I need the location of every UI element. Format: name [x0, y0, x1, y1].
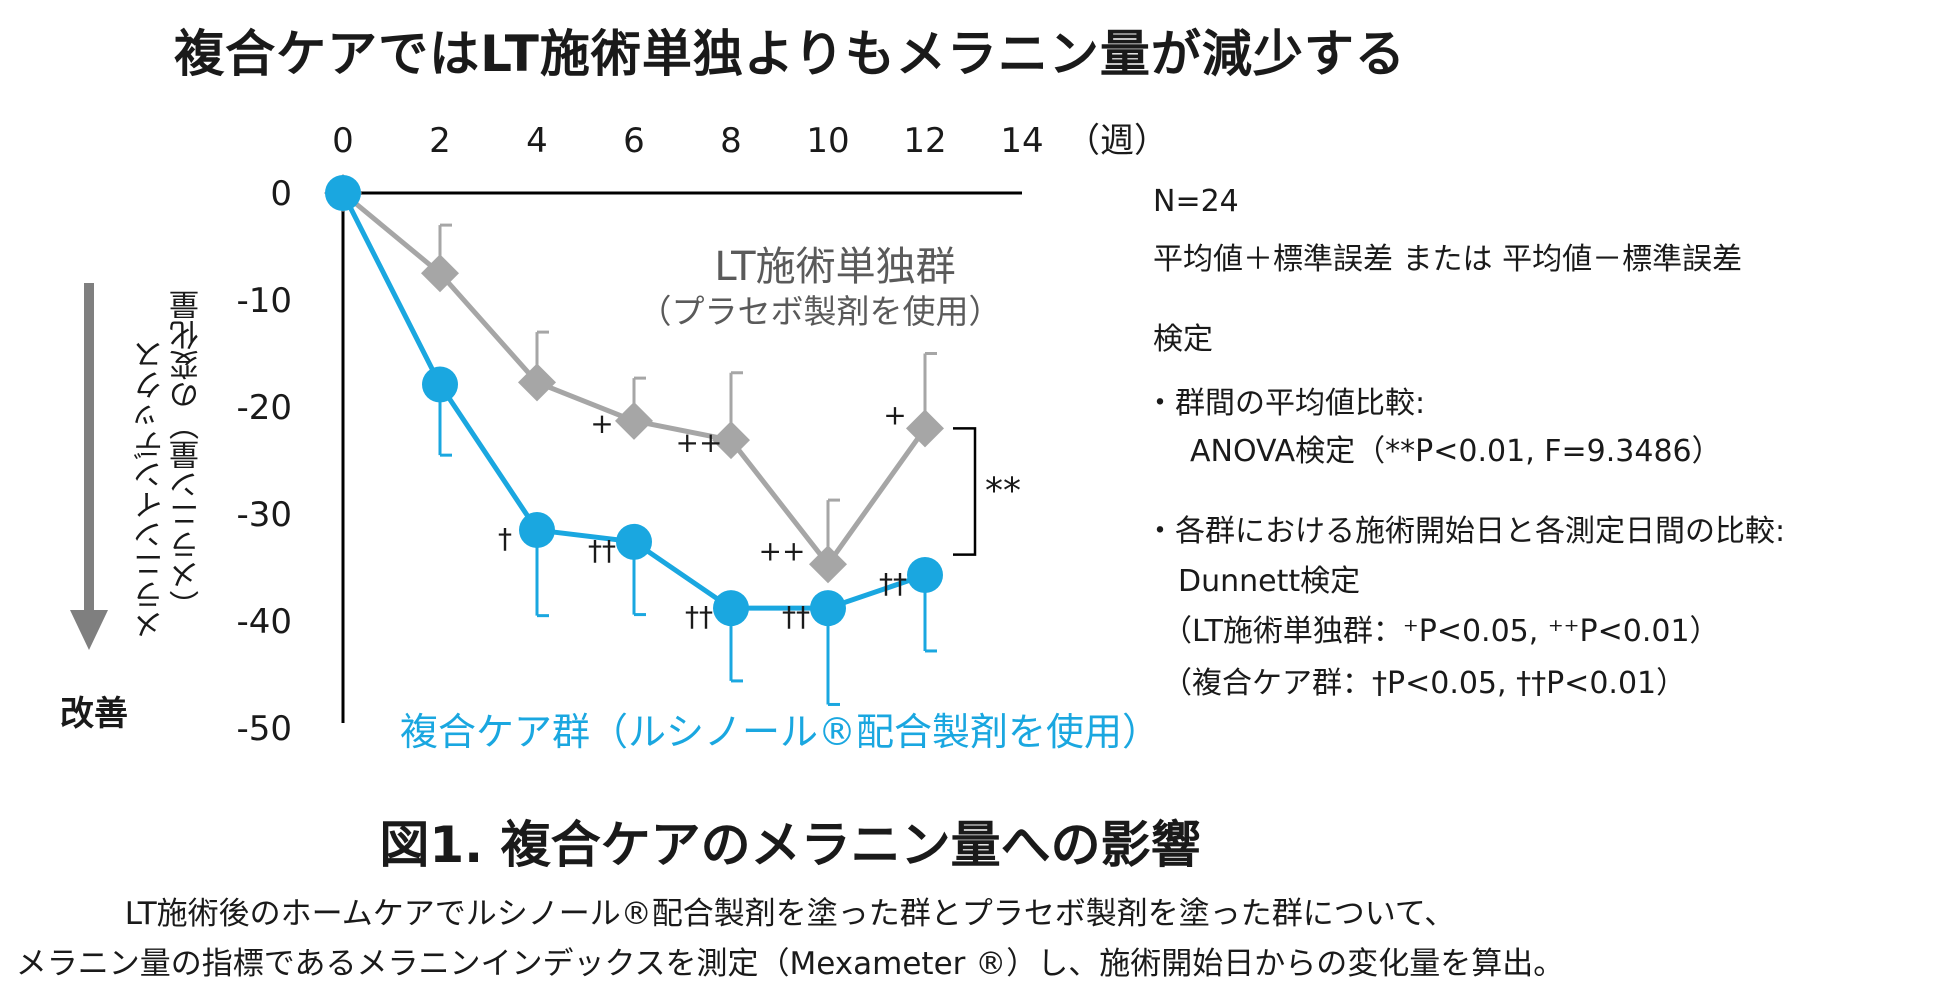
- significance-bracket: [953, 427, 977, 556]
- significance-mark: †: [498, 522, 512, 555]
- note-lt-group: （LT施術単独群：⁺P<0.05, ⁺⁺P<0.01）: [1162, 614, 1720, 649]
- note-test-heading: 検定: [1153, 322, 1213, 357]
- note-mean: 平均値＋標準誤差 または 平均値－標準誤差: [1153, 242, 1743, 277]
- y-tick-label: -20: [236, 388, 292, 428]
- y-axis-label: メラニンインデックス （メラニン量）の変化量: [128, 270, 205, 650]
- x-tick-label: 0: [332, 121, 354, 161]
- chart-title: 複合ケアではLT施術単独よりもメラニン量が減少する: [174, 25, 1406, 83]
- data-point-diamond: [615, 401, 653, 440]
- data-point-circle: [810, 590, 846, 627]
- data-point-circle: [519, 512, 555, 549]
- data-point-circle: [616, 523, 652, 560]
- improve-arrow-shaft: [84, 283, 94, 613]
- data-point-diamond: [712, 421, 750, 460]
- significance-mark: ††: [685, 600, 713, 633]
- y-tick-label: -40: [236, 602, 292, 642]
- note-anova-heading: ・群間の平均値比較:: [1145, 386, 1426, 421]
- significance-mark: +: [590, 407, 613, 440]
- bracket-label: **: [985, 470, 1021, 511]
- series-sublabel-lt: （プラセボ製剤を使用）: [639, 292, 1002, 331]
- significance-mark: +: [883, 398, 906, 431]
- y-tick-label: -30: [236, 495, 292, 535]
- caption-line2: メラニン量の指標であるメラニンインデックスを測定（Mexameter ®）し、施…: [15, 946, 1565, 982]
- data-point-circle: [422, 366, 458, 403]
- x-unit-label: （週）: [1066, 121, 1168, 161]
- x-tick-label: 10: [806, 121, 849, 161]
- y-tick-label: -10: [236, 281, 292, 321]
- significance-mark: ††: [782, 600, 810, 633]
- series-label-lt: LT施術単独群: [714, 244, 955, 290]
- y-tick-label: -50: [236, 709, 292, 749]
- x-tick-label: 6: [623, 121, 645, 161]
- series-label-combo: 複合ケア群（ルシノール®配合製剤を使用）: [400, 710, 1160, 754]
- data-point-diamond: [518, 363, 556, 402]
- data-point-circle: [907, 556, 943, 593]
- x-tick-label: 4: [526, 121, 548, 161]
- significance-mark: ††: [588, 534, 616, 567]
- note-n: N=24: [1153, 184, 1239, 219]
- x-tick-label: 12: [903, 121, 946, 161]
- significance-mark: ††: [879, 567, 907, 600]
- x-tick-label: 8: [720, 121, 742, 161]
- figure-title: 図1. 複合ケアのメラニン量への影響: [379, 816, 1201, 874]
- data-point-diamond: [421, 254, 459, 293]
- note-anova-detail: ANOVA検定（**P<0.01, F=9.3486）: [1190, 434, 1722, 469]
- x-tick-label: 2: [429, 121, 451, 161]
- note-dunnett-heading: ・各群における施術開始日と各測定日間の比較:: [1145, 514, 1786, 549]
- improve-label: 改善: [60, 694, 128, 734]
- significance-mark: ++: [676, 426, 723, 459]
- note-combo-group: （複合ケア群：†P<0.05, ††P<0.01）: [1162, 666, 1687, 701]
- x-tick-label: 14: [1000, 121, 1043, 161]
- significance-mark: ++: [759, 534, 806, 567]
- data-point-circle: [325, 175, 361, 211]
- data-point-diamond: [906, 409, 944, 448]
- data-point-circle: [713, 590, 749, 627]
- caption-line1: LT施術後のホームケアでルシノール®配合製剤を塗った群とプラセボ製剤を塗った群に…: [124, 896, 1456, 932]
- improve-arrow-head: [70, 610, 108, 650]
- y-tick-label: 0: [270, 174, 292, 214]
- data-point-diamond: [809, 545, 847, 584]
- y-axis-label-line2: （メラニン量）の変化量: [170, 290, 205, 620]
- note-dunnett-detail: Dunnett検定: [1178, 564, 1361, 599]
